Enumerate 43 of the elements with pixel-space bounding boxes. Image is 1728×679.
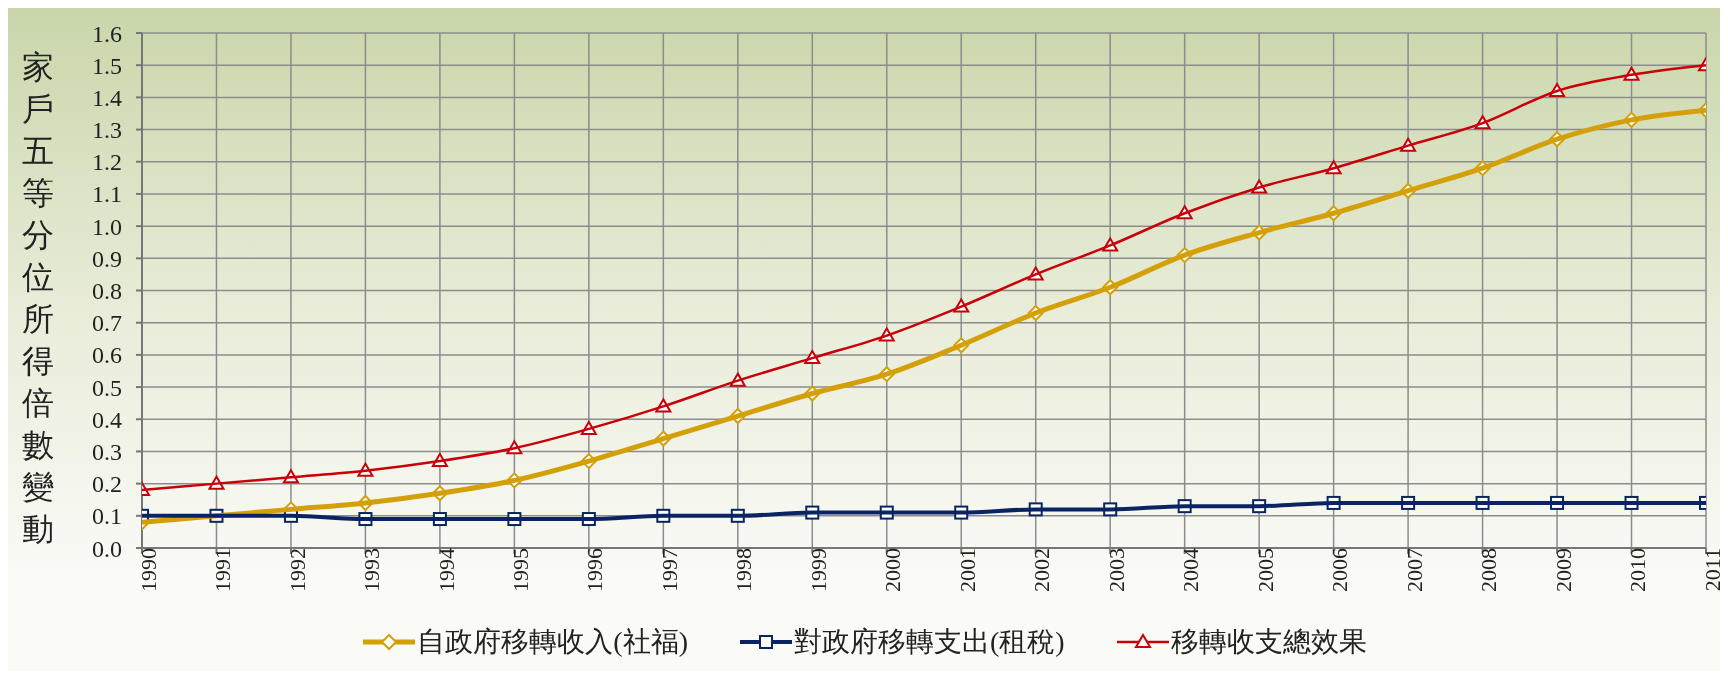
y-tick-label: 1.6 <box>92 20 122 47</box>
x-tick-label: 1995 <box>508 548 533 592</box>
x-tick-label: 2009 <box>1550 548 1576 592</box>
y-tick-label: 0.6 <box>92 342 122 369</box>
y-tick-label: 0.4 <box>92 406 122 433</box>
x-tick-label: 2011 <box>1699 548 1725 592</box>
x-tick-label: 1990 <box>135 548 161 592</box>
x-tick-label: 2002 <box>1029 548 1055 592</box>
x-tick-label: 1992 <box>284 548 310 592</box>
y-tick-label: 1.1 <box>92 181 122 208</box>
x-tick-label: 2001 <box>954 548 980 592</box>
y-tick-label: 1.5 <box>92 52 122 79</box>
x-tick-label: 1993 <box>359 548 385 592</box>
y-tick-label: 0.1 <box>92 503 122 530</box>
y-tick-label: 1.0 <box>92 213 122 240</box>
x-tick-label: 1994 <box>433 548 459 592</box>
y-tick-label: 0.9 <box>92 245 122 272</box>
legend-label: 對政府移轉支出(租稅) <box>794 625 1065 659</box>
legend-label: 移轉收支總效果 <box>1170 625 1367 659</box>
x-tick-label: 2003 <box>1103 548 1129 592</box>
x-tick-label: 2006 <box>1327 548 1353 592</box>
text: 家戶五等分位所得倍數變動 <box>22 49 54 547</box>
y-tick-label: 1.3 <box>92 117 122 144</box>
x-tick-label: 2007 <box>1401 548 1427 592</box>
x-tick-label: 1998 <box>731 548 757 592</box>
y-tick-label: 1.4 <box>92 84 122 111</box>
y-tick-label: 0.2 <box>92 471 122 498</box>
y-tick-label: 0.3 <box>92 438 122 465</box>
y-tick-label: 0.7 <box>92 310 122 337</box>
x-tick-label: 1999 <box>805 548 831 592</box>
y-tick-label: 0.0 <box>92 535 122 562</box>
legend-label: 自政府移轉收入(社福) <box>417 625 688 659</box>
y-tick-label: 0.8 <box>92 278 122 305</box>
x-tick-label: 2000 <box>880 548 906 592</box>
y-tick-label: 1.2 <box>92 149 122 176</box>
y-tick-label: 0.5 <box>92 374 122 401</box>
x-tick-label: 1997 <box>656 548 682 592</box>
x-tick-label: 2004 <box>1178 548 1204 592</box>
x-tick-label: 2010 <box>1625 548 1651 592</box>
x-tick-label: 2008 <box>1476 548 1502 592</box>
x-tick-label: 1991 <box>210 548 236 592</box>
x-tick-label: 1996 <box>582 548 608 592</box>
x-tick-label: 2005 <box>1252 548 1278 592</box>
